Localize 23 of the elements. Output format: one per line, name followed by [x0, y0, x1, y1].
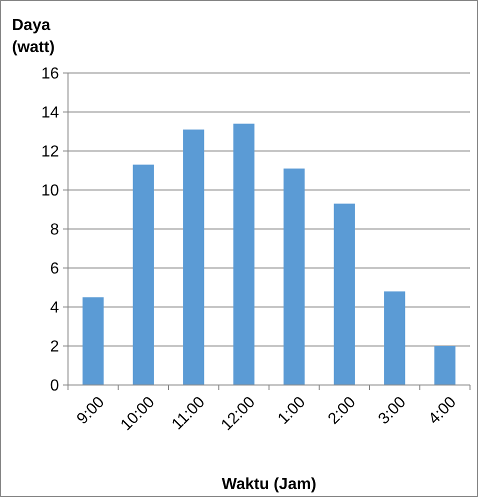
y-tick-label: 6	[50, 260, 60, 278]
y-tick-label: 12	[41, 144, 60, 161]
y-tick-label: 4	[50, 300, 60, 317]
y-tick-label: 10	[41, 182, 60, 200]
x-tick-label: 1:00	[274, 394, 309, 428]
bar	[384, 291, 406, 385]
y-tick-label: 14	[41, 104, 60, 122]
bar	[434, 346, 456, 385]
bar	[183, 130, 204, 385]
y-tick-label: 0	[50, 378, 60, 395]
x-tick-label: 3:00	[375, 394, 410, 428]
y-tick-label: 8	[50, 222, 60, 239]
x-tick-label: 4:00	[426, 394, 460, 428]
bar	[82, 297, 104, 385]
y-axis-title: Daya (watt)	[12, 17, 55, 56]
x-axis-title: Waktu (Jam)	[222, 476, 316, 493]
x-tick-label: 9:00	[74, 394, 108, 428]
bar	[132, 164, 154, 385]
y-tick-label: 2	[50, 338, 60, 356]
bar	[284, 168, 305, 385]
bar	[233, 124, 254, 385]
bar	[334, 204, 355, 385]
y-tick-label: 16	[41, 66, 60, 83]
